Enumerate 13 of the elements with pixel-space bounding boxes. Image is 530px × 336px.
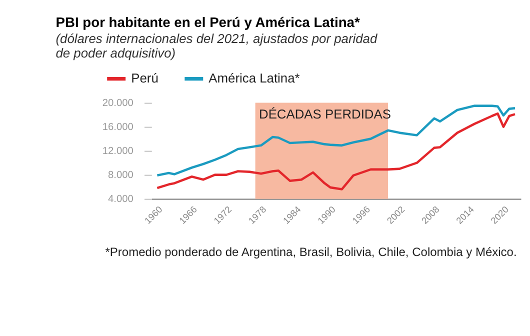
y-tick-label: 4.000	[108, 194, 134, 206]
legend-label: América Latina*	[208, 70, 300, 86]
band-label: DÉCADAS PERDIDAS	[259, 106, 392, 122]
y-tick-label: 20.000	[102, 98, 134, 110]
y-tick-label: 16.000	[102, 122, 134, 134]
text: *Promedio ponderado de Argentina, Brasil, Bolivia, Chile, Colombia y México.	[105, 245, 517, 260]
line-series	[156, 104, 516, 177]
text: (dólares internacionales del 2021, ajustados por paridad	[56, 30, 378, 46]
y-tick-label: 8.000	[108, 170, 134, 182]
legend-label: Perú	[131, 70, 158, 86]
y-tick-label: 12.000	[102, 146, 134, 158]
text: de poder adquisitivo)	[56, 46, 176, 61]
chart-title: PBI por habitante en el Perú y América Latina*	[56, 14, 360, 30]
